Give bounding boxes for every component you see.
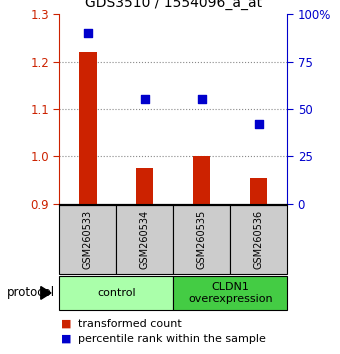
Text: protocol: protocol [7,286,55,299]
Bar [59,276,173,310]
Bar [173,205,231,274]
Text: GSM260535: GSM260535 [197,210,207,269]
Text: transformed count: transformed count [78,319,182,329]
Point [85,30,91,36]
Bar [59,205,116,274]
Polygon shape [41,287,51,299]
Bar [80,52,97,204]
Text: control: control [97,288,136,298]
Bar [173,276,287,310]
Text: CLDN1
overexpression: CLDN1 overexpression [188,282,273,304]
Point [199,97,205,102]
Bar [136,168,153,204]
Text: percentile rank within the sample: percentile rank within the sample [78,334,266,344]
Text: ■: ■ [61,334,71,344]
Point [256,121,261,127]
Title: GDS3510 / 1554096_a_at: GDS3510 / 1554096_a_at [85,0,262,10]
Bar [193,156,210,204]
Text: GSM260533: GSM260533 [83,210,93,269]
Bar [250,177,267,204]
Bar [231,205,287,274]
Bar [116,205,173,274]
Text: GSM260534: GSM260534 [140,210,150,269]
Text: ■: ■ [61,319,71,329]
Point [142,97,148,102]
Text: GSM260536: GSM260536 [254,210,264,269]
